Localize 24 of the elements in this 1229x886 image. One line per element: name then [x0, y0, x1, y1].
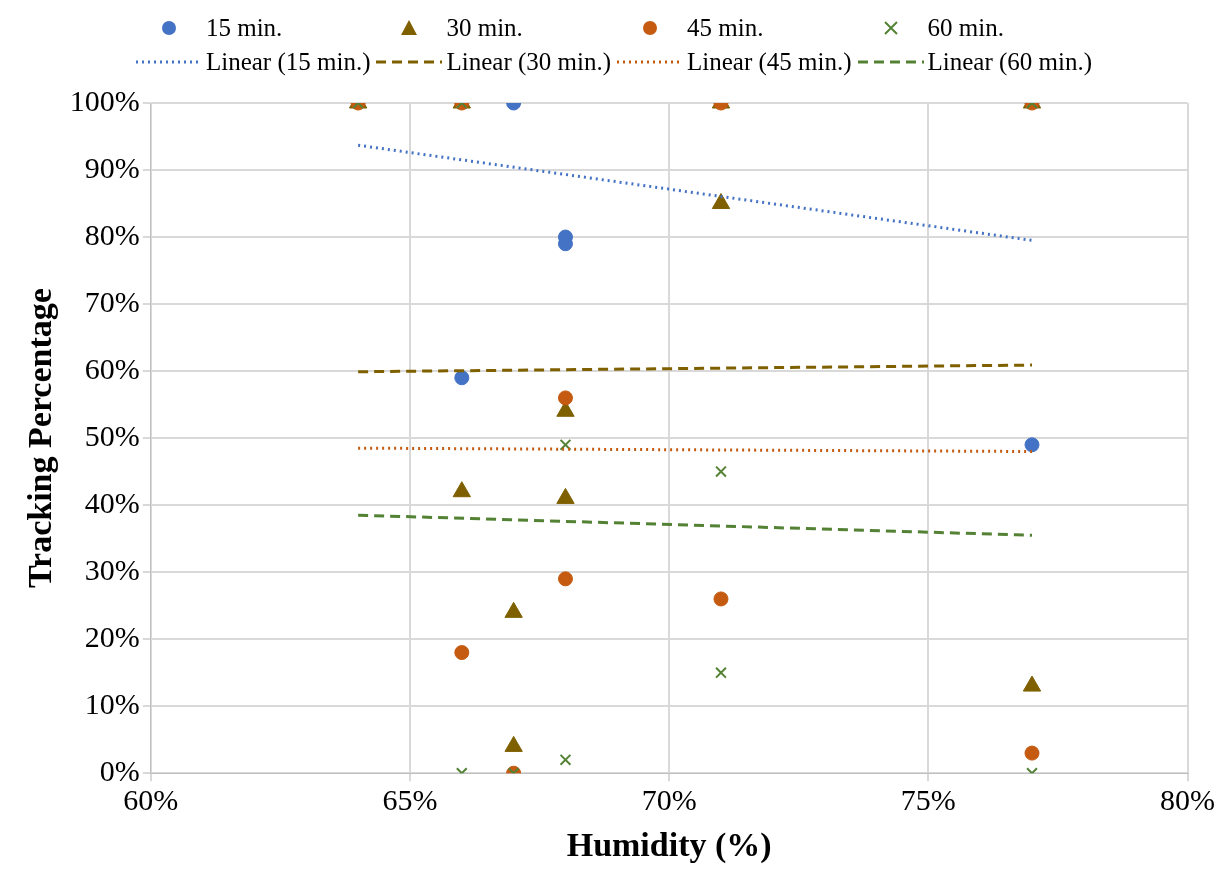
y-axis-title: Tracking Percentage [21, 288, 59, 589]
y-tick-label: 70% [84, 284, 140, 318]
y-tick-label: 60% [84, 351, 140, 385]
legend-label: 60 min. [927, 14, 1004, 42]
y-tick-label: 100% [69, 83, 140, 117]
legend-label: 30 min. [446, 14, 523, 42]
y-tick-label: 10% [84, 687, 140, 721]
x-tick-label: 65% [382, 783, 438, 817]
legend-label: Linear (15 min.) [205, 48, 371, 76]
y-tick-label: 40% [84, 485, 140, 519]
legend-label: Linear (30 min.) [446, 48, 611, 76]
y-tick-label: 90% [84, 150, 140, 184]
x-tick-label: 75% [900, 783, 956, 817]
legend-label: 15 min. [205, 14, 283, 42]
legend-label: Linear (45 min.) [687, 48, 852, 76]
legend-label: Linear (60 min.) [927, 48, 1093, 76]
y-tick-label: 30% [84, 553, 140, 587]
x-tick-label: 70% [641, 783, 697, 817]
y-tick-label: 50% [84, 418, 140, 452]
x-axis-title: Humidity (%) [566, 826, 772, 865]
y-tick-label: 20% [84, 620, 140, 654]
x-tick-label: 80% [1160, 783, 1215, 817]
legend-label: 45 min. [687, 14, 764, 42]
y-tick-label: 80% [84, 217, 140, 251]
